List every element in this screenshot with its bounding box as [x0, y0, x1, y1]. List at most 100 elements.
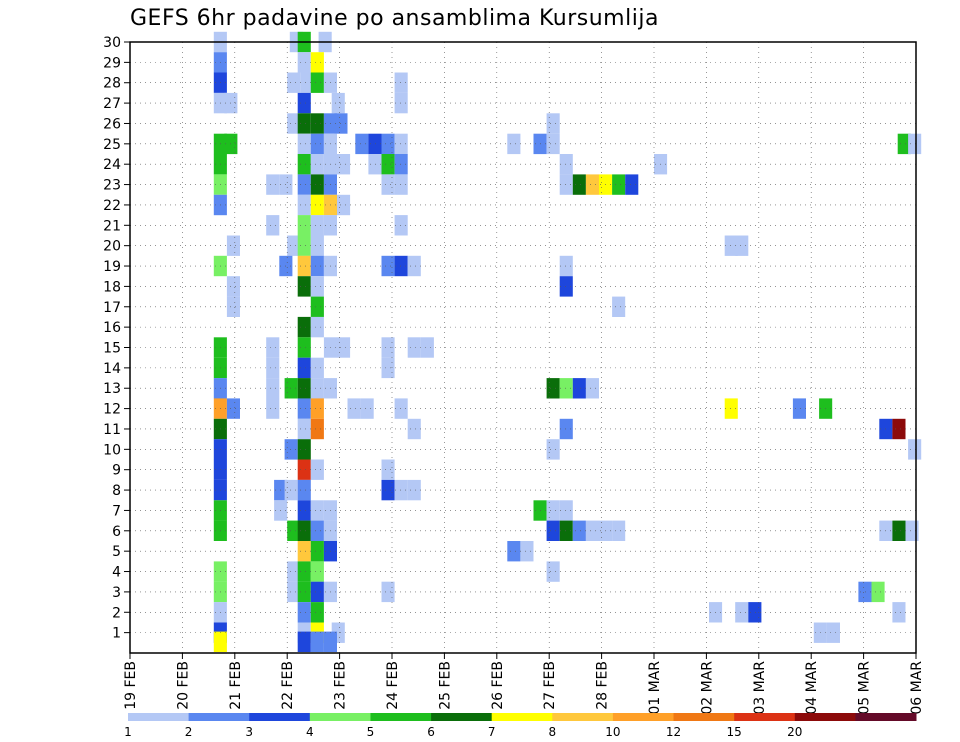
heatmap-cell	[310, 378, 324, 399]
heatmap-cell	[546, 520, 560, 541]
heatmap-cell	[310, 316, 324, 338]
heatmap-cell	[297, 113, 311, 134]
heatmap-cell	[612, 520, 626, 541]
heatmap-cell	[559, 255, 573, 277]
heatmap-cell	[287, 113, 301, 134]
y-tick-label: 1	[112, 626, 121, 642]
heatmap-cell	[612, 174, 626, 195]
heatmap-cell	[394, 72, 408, 93]
heatmap-cell	[297, 520, 311, 541]
x-tick-label: 26 FEB	[490, 661, 506, 710]
heatmap-cell	[297, 174, 311, 195]
y-tick-label: 20	[103, 239, 121, 255]
heatmap-cell	[266, 378, 280, 399]
heatmap-cell	[394, 154, 408, 175]
heatmap-cell	[394, 215, 408, 236]
heatmap-cell	[337, 194, 351, 216]
heatmap-cell	[300, 72, 314, 93]
y-tick-label: 22	[103, 198, 121, 214]
heatmap-cell	[310, 133, 324, 155]
colorbar-swatch	[128, 713, 190, 721]
heatmap-cell	[381, 174, 395, 195]
heatmap-cell	[226, 296, 240, 317]
heatmap-cell	[735, 235, 749, 256]
heatmap-cell	[546, 133, 560, 155]
heatmap-cell	[226, 398, 240, 419]
heatmap-cell	[310, 602, 324, 623]
heatmap-cell	[331, 92, 345, 114]
heatmap-cell	[507, 133, 521, 155]
y-tick-label: 29	[103, 55, 121, 71]
heatmap-cell	[572, 378, 586, 399]
heatmap-cell	[360, 398, 374, 419]
colorbar-legend: 1 2 3 4 5 6 7 8 10 12 15 20	[124, 713, 917, 739]
heatmap-cell	[871, 581, 885, 603]
heatmap-cell	[892, 418, 906, 440]
heatmap-cell	[546, 113, 560, 134]
heatmap-cell	[297, 459, 311, 480]
heatmap-cell	[559, 174, 573, 195]
heatmap-cell	[559, 378, 573, 399]
heatmap-cell	[381, 255, 395, 277]
y-tick-label: 16	[103, 320, 121, 336]
colorbar-swatch	[794, 713, 856, 721]
heatmap-cell	[310, 215, 324, 236]
x-tick-label: 24 FEB	[385, 661, 401, 710]
heatmap-cell	[546, 561, 560, 582]
heatmap-cell	[310, 255, 324, 277]
heatmap-cell	[394, 255, 408, 277]
heatmap-cell	[297, 194, 311, 216]
colorbar-swatch	[673, 713, 735, 721]
heatmap-cell	[381, 581, 395, 603]
heatmap-cell	[394, 479, 408, 501]
y-axis: 1234567891011121314151617181920212223242…	[103, 35, 130, 642]
heatmap-cell	[266, 357, 280, 379]
y-tick-label: 15	[103, 341, 121, 357]
colorbar-label: 12	[666, 725, 681, 739]
heatmap-cell	[735, 602, 749, 623]
heatmap-cell	[226, 276, 240, 297]
heatmap-cell	[381, 337, 395, 358]
heatmap-cell	[507, 541, 521, 562]
heatmap-cell	[368, 154, 382, 175]
colorbar-label: 10	[605, 725, 620, 739]
heatmap-cell	[310, 235, 324, 256]
heatmap-cell	[908, 439, 922, 460]
colorbar-swatch	[552, 713, 614, 721]
x-tick-label: 01 MAR	[647, 661, 663, 715]
y-tick-label: 14	[103, 361, 121, 377]
heatmap-cell	[355, 133, 369, 155]
colorbar-swatch	[612, 713, 674, 721]
colorbar-label: 4	[306, 725, 314, 739]
heatmap-cell	[407, 479, 421, 501]
colorbar-label: 7	[488, 725, 496, 739]
heatmap-cell	[310, 581, 324, 603]
heatmap-cells	[213, 31, 922, 652]
x-axis: 19 FEB 20 FEB 21 FEB 22 FEB 23 FEB 24 FEB 25 F…	[123, 653, 925, 715]
heatmap-cell	[287, 520, 301, 541]
y-tick-label: 24	[103, 157, 121, 173]
colorbar-label: 6	[427, 725, 435, 739]
heatmap-cell	[310, 52, 324, 73]
heatmap-cell	[287, 581, 301, 603]
heatmap-cell	[612, 296, 626, 317]
colorbar-label: 2	[185, 725, 193, 739]
heatmap-cell	[310, 459, 324, 480]
heatmap-cell	[585, 520, 599, 541]
heatmap-cell	[297, 133, 311, 155]
heatmap-cell	[310, 174, 324, 195]
heatmap-cell	[892, 602, 906, 623]
chart-title: GEFS 6hr padavine po ansamblima Kursumli…	[130, 6, 659, 31]
colorbar-label: 3	[245, 725, 253, 739]
x-tick-label: 22 FEB	[280, 661, 296, 710]
y-tick-label: 10	[103, 442, 121, 458]
heatmap-cell	[297, 500, 311, 521]
colorbar-swatch	[370, 713, 432, 721]
y-tick-label: 12	[103, 402, 121, 418]
heatmap-cell	[310, 72, 324, 93]
heatmap-cell	[297, 235, 311, 256]
heatmap-cell	[897, 133, 911, 155]
y-tick-label: 11	[103, 422, 121, 438]
heatmap-cell	[559, 276, 573, 297]
heatmap-cell	[284, 378, 298, 399]
